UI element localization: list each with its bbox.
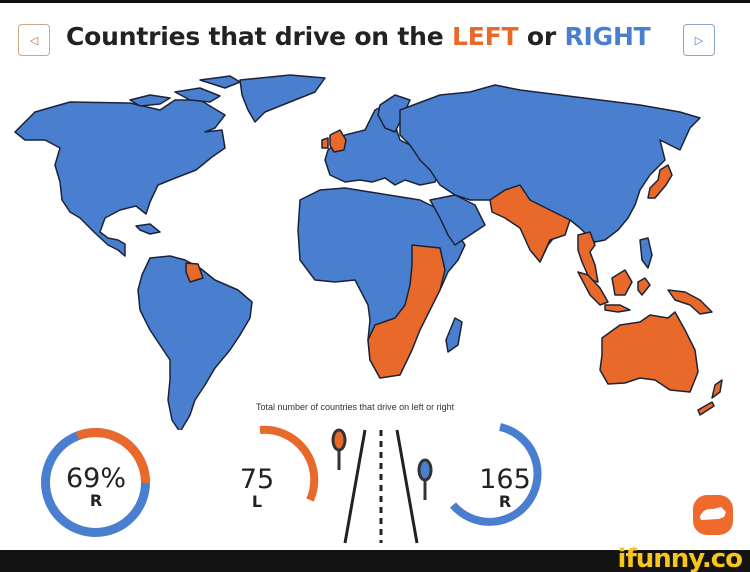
arctic-islands (129, 75, 241, 107)
australia (599, 311, 699, 393)
new-guinea (667, 289, 713, 315)
legend-subtitle: Total number of countries that drive on … (256, 402, 455, 412)
thailand-malaysia (577, 231, 599, 283)
left-count-label: L (251, 492, 263, 511)
cuba (135, 223, 161, 235)
triangle-right-icon: ▷ (694, 33, 704, 47)
java (604, 304, 631, 313)
left-pin-icon (331, 428, 347, 470)
south-america (137, 255, 253, 430)
madagascar (445, 317, 463, 353)
right-count-stat: 165 R (470, 466, 540, 511)
japan (647, 164, 673, 199)
percent-value: 69% (65, 463, 126, 494)
page-title: Countries that drive on the LEFT or RIGH… (66, 22, 651, 51)
title-right: RIGHT (564, 22, 651, 51)
asia (399, 84, 701, 263)
borneo (611, 269, 633, 296)
header: ◁ Countries that drive on the LEFT or RI… (0, 18, 750, 62)
guyana-suriname (185, 262, 204, 283)
percent-stat: 69% R (52, 465, 140, 510)
top-border (0, 0, 750, 3)
left-arc (259, 425, 319, 502)
right-count-value: 165 (479, 464, 531, 495)
title-prefix: Countries that drive on the (66, 22, 453, 51)
greenland (239, 74, 326, 123)
road-icon (331, 428, 433, 544)
scandinavia (377, 94, 411, 133)
sulawesi (637, 277, 651, 296)
world-map (14, 74, 723, 430)
footer-bar: ifunny.co (0, 544, 750, 572)
india-region (489, 184, 571, 263)
philippines (639, 237, 653, 269)
title-mid: or (518, 22, 565, 51)
triangle-left-icon: ◁ (29, 33, 39, 47)
watermark: ifunny.co (617, 544, 743, 572)
left-count-stat: 75 L (232, 466, 282, 511)
left-count-value: 75 (239, 464, 275, 495)
southern-africa-left (367, 244, 446, 379)
rhino-logo-icon (693, 495, 733, 535)
right-count-label: R (498, 492, 512, 511)
right-pin-icon (417, 458, 433, 500)
new-zealand (697, 379, 723, 416)
title-left: LEFT (452, 22, 519, 51)
right-arc (449, 423, 542, 526)
sumatra (577, 271, 609, 306)
north-america (14, 99, 226, 257)
next-button[interactable]: ▷ (683, 24, 715, 56)
arabia (429, 194, 486, 246)
prev-button[interactable]: ◁ (18, 24, 50, 56)
uk-ireland (321, 129, 347, 153)
percent-donut (41, 428, 150, 537)
percent-label: R (89, 491, 103, 510)
